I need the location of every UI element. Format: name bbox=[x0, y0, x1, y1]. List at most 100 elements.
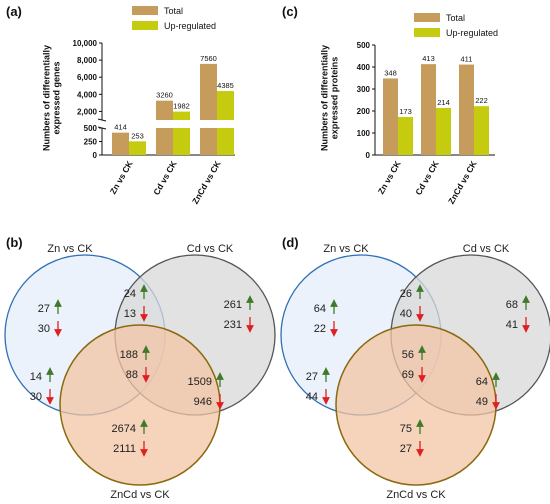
venn-count-up: 27 bbox=[306, 371, 318, 383]
venn-set-label-zncd: ZnCd vs CK bbox=[110, 489, 170, 501]
legend-c-up-label: Up-regulated bbox=[446, 28, 498, 38]
venn-count-down: 88 bbox=[126, 369, 138, 381]
venn-count-up: 261 bbox=[224, 299, 242, 311]
chart-c-ytick-label: 400 bbox=[357, 63, 371, 72]
venn-b-genes: Zn vs CK Cd vs CK ZnCd vs CK 27 30 24 13 261 231… bbox=[4, 243, 276, 501]
venn-count-up: 56 bbox=[402, 349, 414, 361]
chart-c-ytick-label: 300 bbox=[357, 85, 371, 94]
legend-c-total-label: Total bbox=[446, 13, 465, 23]
chart-c-x-category: ZnCd vs CK bbox=[446, 158, 479, 205]
chart-a-x-category: Zn vs CK bbox=[108, 158, 136, 196]
venn-set-label-cd: Cd vs CK bbox=[463, 243, 510, 255]
chart-a-bar-lower bbox=[200, 128, 217, 155]
chart-c-proteins: Numbers of differentiallyexpressed prote… bbox=[319, 13, 498, 206]
chart-c-data-label: 222 bbox=[475, 96, 488, 105]
chart-a-ylabel: Numbers of differentiallyexpressed genes bbox=[41, 45, 61, 151]
venn-count-up: 68 bbox=[506, 299, 518, 311]
chart-c-bar bbox=[421, 64, 436, 155]
chart-c-data-label: 173 bbox=[399, 107, 412, 116]
chart-a-bar-lower bbox=[156, 128, 173, 155]
chart-a-ytick-label: 0 bbox=[93, 151, 98, 160]
chart-a-bar bbox=[129, 141, 146, 155]
chart-c-ytick-label: 500 bbox=[357, 41, 371, 50]
venn-count-up: 64 bbox=[476, 376, 488, 388]
venn-set-label-zn: Zn vs CK bbox=[47, 243, 93, 255]
chart-a-data-label: 4385 bbox=[217, 81, 234, 90]
venn-count-down: 13 bbox=[124, 308, 136, 320]
chart-c-ytick-label: 0 bbox=[366, 151, 371, 160]
chart-a-data-label: 253 bbox=[131, 131, 144, 140]
chart-a-ytick-label: 4,000 bbox=[77, 90, 98, 99]
venn-count-down: 41 bbox=[506, 319, 518, 331]
legend-a-total-swatch bbox=[132, 6, 158, 15]
venn-count-down: 2111 bbox=[113, 443, 136, 455]
panel-label-d: (d) bbox=[282, 235, 299, 250]
chart-c-ytick-label: 200 bbox=[357, 107, 371, 116]
chart-c-bar bbox=[383, 78, 398, 155]
venn-count-up: 27 bbox=[38, 303, 50, 315]
venn-set-label-zn: Zn vs CK bbox=[323, 243, 369, 255]
panel-label-a: (a) bbox=[6, 4, 22, 19]
chart-a-bar-lower bbox=[217, 128, 234, 155]
venn-count-down: 27 bbox=[400, 443, 412, 455]
chart-c-bar bbox=[474, 106, 489, 155]
chart-a-ytick-label: 8,000 bbox=[77, 56, 98, 65]
legend-a-up-swatch bbox=[132, 21, 158, 30]
venn-count-down: 231 bbox=[224, 319, 242, 331]
chart-c-bar bbox=[398, 116, 413, 155]
chart-a-data-label: 414 bbox=[114, 123, 127, 132]
chart-a-bar bbox=[156, 100, 173, 120]
venn-count-up: 1509 bbox=[188, 376, 212, 388]
chart-a-bar bbox=[112, 132, 129, 155]
chart-a-bar bbox=[217, 91, 234, 120]
legend-a-total-label: Total bbox=[164, 6, 183, 16]
venn-d-proteins: Zn vs CK Cd vs CK ZnCd vs CK 64 22 26 40 68 41 56… bbox=[280, 243, 550, 501]
venn-count-down: 30 bbox=[38, 323, 50, 335]
chart-a-data-label: 1982 bbox=[173, 102, 190, 111]
venn-count-up: 2674 bbox=[112, 423, 136, 435]
panel-label-c: (c) bbox=[282, 4, 298, 19]
chart-c-bar bbox=[436, 107, 451, 155]
chart-c-bar bbox=[459, 64, 474, 155]
chart-a-data-label: 7560 bbox=[200, 54, 217, 63]
chart-a-genes: Numbers of differentiallyexpressed genes… bbox=[41, 6, 235, 206]
chart-c-data-label: 214 bbox=[437, 98, 450, 107]
chart-a-x-category: Cd vs CK bbox=[151, 158, 179, 196]
chart-a-ytick-label: 2,000 bbox=[77, 107, 98, 116]
chart-c-data-label: 348 bbox=[384, 68, 397, 77]
venn-count-up: 14 bbox=[30, 371, 42, 383]
venn-count-down: 49 bbox=[476, 396, 488, 408]
chart-a-break-mark bbox=[97, 118, 107, 122]
venn-count-up: 24 bbox=[124, 288, 136, 300]
chart-a-ytick-label: 250 bbox=[84, 138, 98, 147]
chart-c-data-label: 411 bbox=[461, 55, 473, 64]
venn-count-down: 44 bbox=[306, 391, 318, 403]
panel-label-b: (b) bbox=[6, 235, 23, 250]
venn-count-up: 188 bbox=[120, 349, 138, 361]
venn-circle-zncd bbox=[335, 324, 497, 486]
venn-set-label-cd: Cd vs CK bbox=[187, 243, 234, 255]
legend-c-total-swatch bbox=[414, 13, 440, 22]
venn-count-up: 75 bbox=[400, 423, 412, 435]
legend-c-up-swatch bbox=[414, 28, 440, 37]
chart-c-data-label: 413 bbox=[422, 54, 435, 63]
venn-count-up: 64 bbox=[314, 303, 326, 315]
chart-a-ytick-label: 500 bbox=[84, 124, 98, 133]
venn-count-down: 946 bbox=[194, 396, 212, 408]
chart-c-x-category: Zn vs CK bbox=[376, 158, 404, 196]
venn-count-down: 22 bbox=[314, 323, 326, 335]
chart-a-x-category: ZnCd vs CK bbox=[190, 158, 223, 205]
venn-count-down: 69 bbox=[402, 369, 414, 381]
chart-a-bar-lower bbox=[173, 128, 190, 155]
chart-a-ytick-label: 10,000 bbox=[73, 39, 98, 48]
chart-a-bar bbox=[173, 111, 190, 120]
chart-a-ytick-label: 6,000 bbox=[77, 73, 98, 82]
legend-a-up-label: Up-regulated bbox=[164, 21, 216, 31]
chart-a-data-label: 3260 bbox=[156, 91, 173, 100]
chart-c-x-category: Cd vs CK bbox=[413, 158, 441, 196]
chart-c-ylabel: Numbers of differentiallyexpressed prote… bbox=[319, 45, 339, 151]
venn-count-down: 40 bbox=[400, 308, 412, 320]
chart-a-bar bbox=[200, 63, 217, 120]
venn-count-up: 26 bbox=[400, 288, 412, 300]
